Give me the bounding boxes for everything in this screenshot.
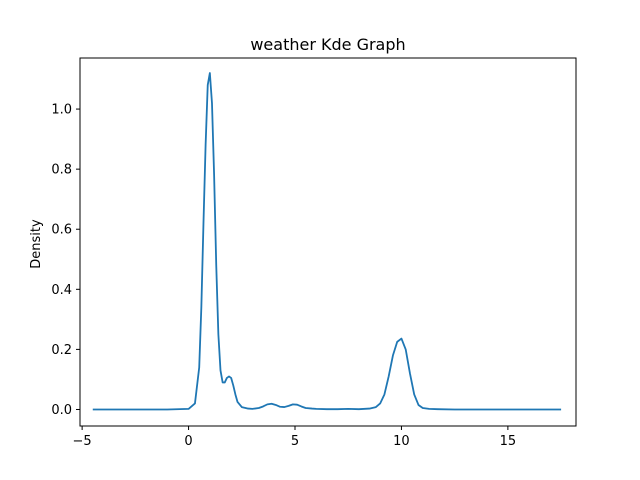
x-tick-label: 10 bbox=[393, 434, 410, 449]
axes-frame bbox=[79, 57, 577, 427]
x-tick-label: 5 bbox=[291, 434, 299, 449]
chart-title: weather Kde Graph bbox=[250, 35, 405, 54]
y-tick-label: 0.6 bbox=[51, 223, 72, 238]
y-axis-label: Density bbox=[29, 219, 44, 269]
kde-series-line-0 bbox=[92, 72, 562, 411]
y-tick-label: 1.0 bbox=[51, 103, 72, 118]
x-tick-label: 0 bbox=[184, 434, 192, 449]
x-tick-label: −5 bbox=[73, 434, 92, 449]
x-tick-label: 15 bbox=[500, 434, 517, 449]
y-tick-label: 0.2 bbox=[51, 343, 72, 358]
y-tick-label: 0.4 bbox=[51, 283, 72, 298]
y-tick-label: 0.8 bbox=[51, 163, 72, 178]
plot-area: −5 0 5 10 15 0.0 0.2 0.4 0.6 0.8 1.0 bbox=[51, 57, 577, 449]
y-tick-label: 0.0 bbox=[51, 403, 72, 418]
